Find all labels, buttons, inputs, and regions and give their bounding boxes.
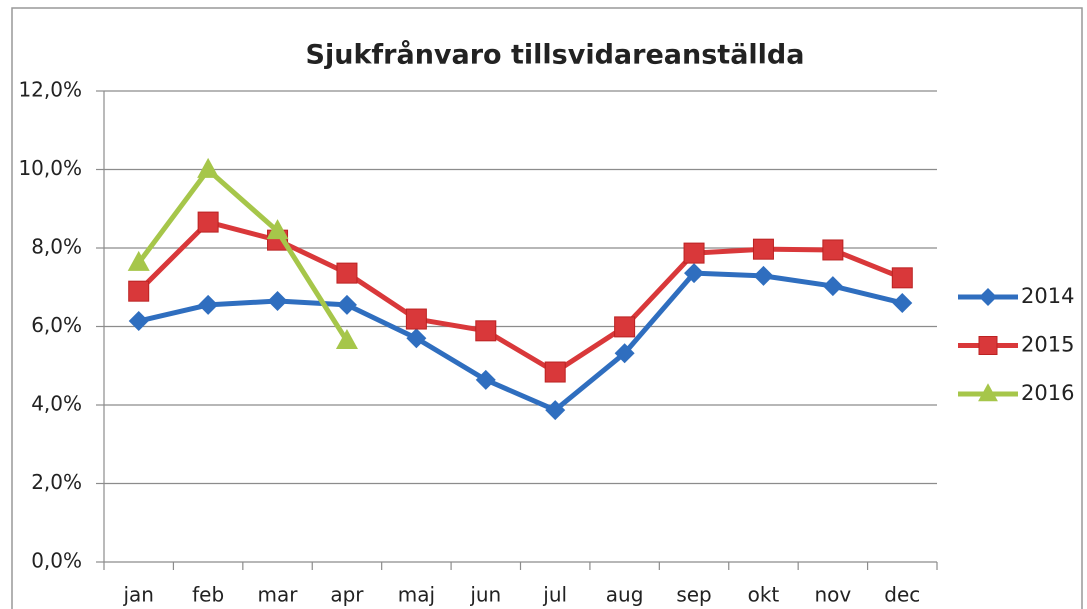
data-point: [545, 400, 566, 421]
data-point: [822, 239, 844, 261]
x-tick-label: dec: [884, 583, 920, 607]
data-point: [405, 308, 427, 330]
x-tick-label: jan: [122, 583, 154, 607]
data-point: [475, 369, 496, 390]
data-point: [475, 320, 497, 342]
legend-label: 2015: [1021, 333, 1074, 357]
y-tick-label: 8,0%: [31, 235, 82, 259]
data-point: [891, 267, 913, 289]
x-tick-label: jul: [542, 583, 567, 607]
data-point: [822, 276, 843, 297]
data-point: [892, 292, 913, 313]
legend-label: 2014: [1021, 284, 1074, 308]
y-tick-label: 6,0%: [31, 313, 82, 337]
x-tick-label: apr: [330, 583, 364, 607]
y-tick-label: 12,0%: [18, 78, 82, 102]
series-line: [136, 219, 904, 375]
data-point: [684, 263, 705, 284]
legend-swatch-marker: [978, 336, 998, 355]
x-tick-label: feb: [192, 583, 224, 607]
data-point: [614, 343, 635, 364]
data-point: [544, 361, 566, 383]
data-point: [198, 294, 219, 315]
data-point: [128, 280, 150, 302]
data-point: [267, 290, 288, 311]
data-point: [128, 311, 149, 332]
series-line: [138, 270, 903, 413]
chart-frame: [11, 7, 1083, 609]
data-point: [683, 242, 705, 264]
data-point: [266, 219, 289, 240]
data-point: [614, 316, 636, 338]
series-line: [136, 167, 350, 343]
legend-swatch-marker: [978, 383, 998, 402]
y-tick-label: 4,0%: [31, 392, 82, 416]
data-point: [336, 294, 357, 315]
data-point: [335, 329, 358, 350]
x-tick-label: okt: [748, 583, 780, 607]
x-tick-label: nov: [815, 583, 852, 607]
y-tick-label: 0,0%: [31, 549, 82, 573]
x-tick-label: jun: [469, 583, 501, 607]
x-tick-label: sep: [676, 583, 711, 607]
x-tick-label: maj: [398, 583, 435, 607]
data-point: [197, 157, 220, 178]
data-point: [197, 211, 219, 233]
data-point: [752, 238, 774, 260]
chart-title: Sjukfrånvaro tillsvidareanställda: [306, 39, 805, 71]
x-tick-label: mar: [258, 583, 299, 607]
y-tick-label: 10,0%: [18, 156, 82, 180]
legend-label: 2016: [1021, 381, 1074, 405]
data-point: [406, 328, 427, 349]
data-point: [336, 262, 358, 284]
data-point: [127, 250, 150, 271]
data-point: [753, 265, 774, 286]
y-tick-label: 2,0%: [31, 470, 82, 494]
legend-swatch-marker: [979, 288, 997, 306]
x-tick-label: aug: [606, 583, 644, 607]
